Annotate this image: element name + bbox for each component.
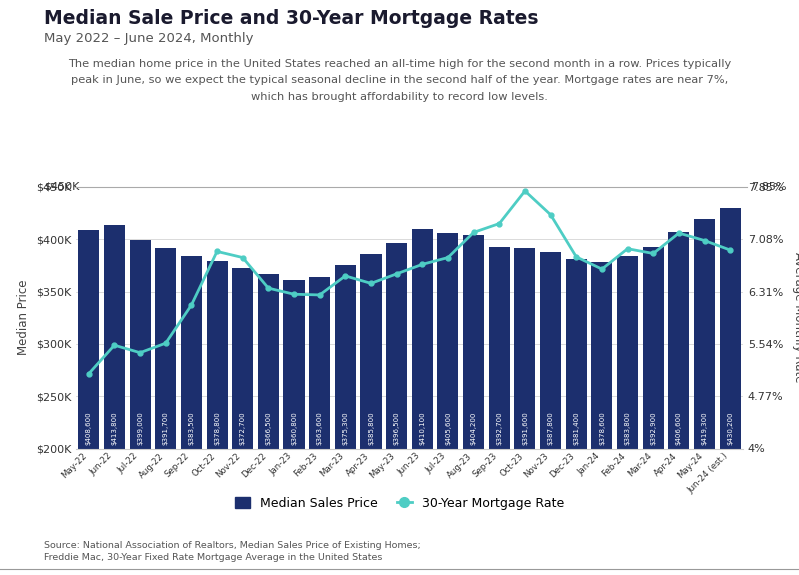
Text: $410,100: $410,100 [419, 412, 425, 446]
Text: Median Sale Price and 30-Year Mortgage Rates: Median Sale Price and 30-Year Mortgage R… [44, 9, 539, 28]
Text: $399,000: $399,000 [137, 412, 143, 446]
Bar [463, 235, 484, 575]
Text: $408,600: $408,600 [85, 412, 92, 446]
Bar [155, 248, 177, 575]
Bar [284, 280, 304, 575]
Bar [489, 247, 510, 575]
Bar [129, 240, 150, 575]
Bar [694, 219, 715, 575]
Text: peak in June, so we expect the typical seasonal decline in the second half of th: peak in June, so we expect the typical s… [71, 75, 728, 85]
Text: $378,800: $378,800 [214, 412, 220, 446]
Bar [591, 262, 613, 575]
Text: 7.85%: 7.85% [751, 182, 786, 192]
Bar [335, 265, 356, 575]
Text: which has brought affordability to record low levels.: which has brought affordability to recor… [251, 92, 548, 102]
Text: $391,700: $391,700 [163, 412, 169, 446]
Text: $430,200: $430,200 [727, 412, 733, 446]
Bar [669, 232, 690, 575]
Bar [206, 262, 228, 575]
Text: $375,300: $375,300 [342, 412, 348, 446]
Text: May 2022 – June 2024, Monthly: May 2022 – June 2024, Monthly [44, 32, 253, 45]
Text: Freddie Mac, 30-Year Fixed Rate Mortgage Average in the United States: Freddie Mac, 30-Year Fixed Rate Mortgage… [44, 553, 382, 562]
Bar [78, 230, 99, 575]
Bar [515, 248, 535, 575]
Text: $363,600: $363,600 [316, 412, 323, 446]
Bar [258, 274, 279, 575]
Bar [566, 259, 586, 575]
Text: $392,900: $392,900 [650, 412, 656, 446]
Bar [438, 233, 459, 575]
Text: $392,700: $392,700 [496, 412, 503, 446]
Legend: Median Sales Price, 30-Year Mortgage Rate: Median Sales Price, 30-Year Mortgage Rat… [230, 492, 569, 515]
Bar [181, 256, 202, 575]
Text: $385,800: $385,800 [368, 412, 374, 446]
Text: $360,800: $360,800 [291, 412, 297, 446]
Y-axis label: Median Price: Median Price [17, 280, 30, 355]
Text: $450K: $450K [44, 182, 79, 192]
Bar [233, 268, 253, 575]
Y-axis label: Average Monthly Rate: Average Monthly Rate [792, 252, 799, 383]
Text: $383,500: $383,500 [189, 412, 194, 446]
Bar [617, 256, 638, 575]
Text: $387,800: $387,800 [547, 412, 554, 446]
Bar [309, 277, 330, 575]
Text: $381,400: $381,400 [573, 412, 579, 446]
Bar [104, 225, 125, 575]
Text: The median home price in the United States reached an all-time high for the seco: The median home price in the United Stat… [68, 59, 731, 68]
Text: $366,500: $366,500 [265, 412, 272, 446]
Text: $391,600: $391,600 [522, 412, 528, 446]
Text: $396,500: $396,500 [394, 412, 400, 446]
Bar [411, 229, 433, 575]
Text: $413,800: $413,800 [111, 412, 117, 446]
Text: $405,600: $405,600 [445, 412, 451, 446]
Bar [720, 208, 741, 575]
Bar [360, 254, 381, 575]
Bar [386, 243, 407, 575]
Bar [540, 252, 561, 575]
Bar [642, 247, 664, 575]
Text: $404,200: $404,200 [471, 412, 477, 446]
Text: $406,600: $406,600 [676, 412, 682, 446]
Text: $378,600: $378,600 [599, 412, 605, 446]
Text: $383,800: $383,800 [625, 412, 630, 446]
Text: $372,700: $372,700 [240, 412, 246, 446]
Text: Source: National Association of Realtors, Median Sales Price of Existing Homes;: Source: National Association of Realtors… [44, 540, 421, 550]
Text: $419,300: $419,300 [702, 412, 708, 446]
